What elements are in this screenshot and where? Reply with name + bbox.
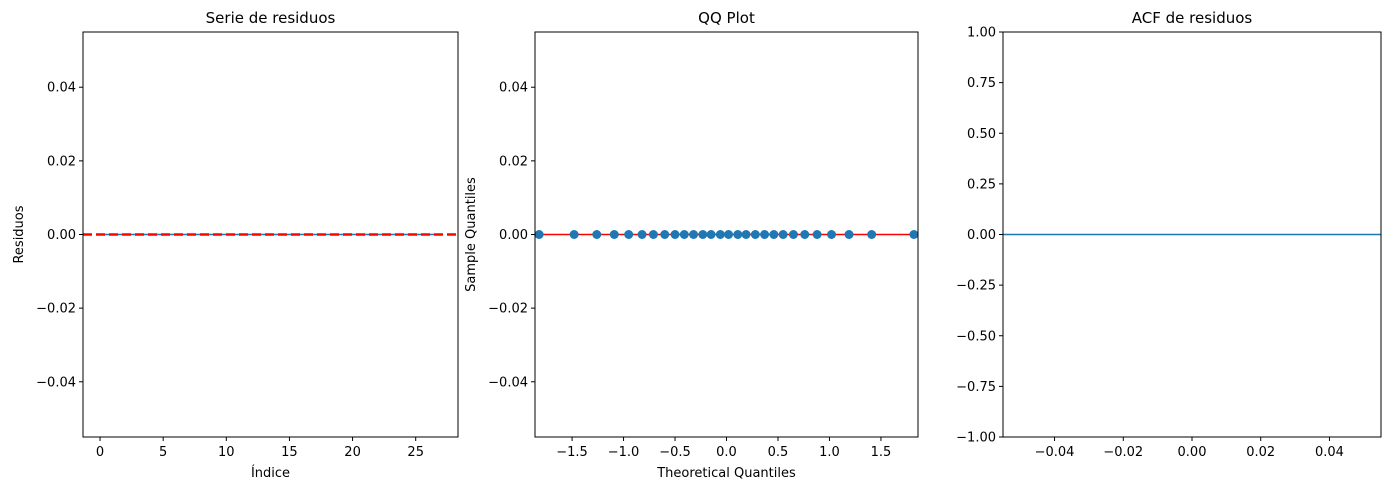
qq-point [741,230,751,239]
subplot-1: 0 5 10 15 20 25 −0.04 −0.02 0.00 0.02 0.04 Serie de… [12,9,459,481]
y-tick-label: −0.02 [36,302,76,317]
qq-point [733,230,743,239]
y-tick-label: 0.25 [967,177,996,192]
x-tick-label: 5 [159,445,167,460]
qq-point [592,230,602,239]
x-tick-label: 25 [407,445,424,460]
y-tick-label: 0.00 [499,228,528,243]
qq-point [670,230,680,239]
x-tick-label: 0.02 [1246,445,1275,460]
y-tick-label: −0.04 [488,375,528,390]
qq-point [698,230,708,239]
y-tick-label: 0.02 [499,154,528,169]
chart-title: QQ Plot [698,9,755,27]
qq-point [844,230,854,239]
x-tick-label: 1.5 [871,445,892,460]
y-tick-label: 0.02 [47,154,76,169]
qq-point [827,230,837,239]
y-tick-label: −0.75 [956,380,996,395]
qq-point [660,230,670,239]
qq-point [637,230,647,239]
x-axis-label: Índice [251,465,290,481]
y-axis-label: Sample Quantiles [464,177,479,292]
y-tick-label: 0.00 [967,228,996,243]
y-tick-label: 0.75 [967,76,996,91]
qq-point [679,230,689,239]
qq-point [535,230,544,239]
qq-point [778,230,788,239]
qq-point [624,230,634,239]
subplot-2: −1.5 −1.0 −0.5 0.0 0.5 1.0 1.5 −0.04 −0.02 0.00 0.… [464,9,919,481]
x-tick-label: 0.04 [1315,445,1344,460]
x-tick-label: 0 [96,445,104,460]
x-tick-label: −0.02 [1103,445,1143,460]
x-tick-label: 0.00 [1178,445,1207,460]
qq-point [909,230,918,239]
qq-point [706,230,716,239]
y-tick-label: 0.04 [499,81,528,96]
subplot-3: −0.04 −0.02 0.00 0.02 0.04 −1.00 −0.75 −0.50 −0.… [956,9,1382,460]
x-tick-label: −1.5 [556,445,588,460]
qq-point [648,230,658,239]
qq-point [867,230,877,239]
x-axis-label: Theoretical Quantiles [656,466,796,481]
x-tick-label: 0.0 [716,445,737,460]
chart-title: ACF de residuos [1132,9,1253,27]
x-tick-label: −0.5 [659,445,691,460]
qq-point [788,230,798,239]
qq-point [609,230,619,239]
y-tick-label: 0.00 [47,228,76,243]
x-tick-label: 0.5 [768,445,789,460]
y-tick-label: −0.04 [36,375,76,390]
y-tick-label: −0.50 [956,329,996,344]
y-tick-label: −1.00 [956,431,996,446]
qq-point [750,230,760,239]
y-tick-label: 1.00 [967,26,996,41]
x-tick-label: 10 [218,445,235,460]
qq-point [715,230,725,239]
y-tick-label: 0.04 [47,81,76,96]
qq-point [769,230,779,239]
x-tick-label: −0.04 [1035,445,1075,460]
y-tick-label: 0.50 [967,127,996,142]
y-tick-label: −0.25 [956,279,996,294]
y-tick-label: −0.02 [488,302,528,317]
qq-point [812,230,822,239]
qq-point [760,230,770,239]
qq-point [800,230,810,239]
qq-point [569,230,579,239]
qq-point [724,230,734,239]
y-axis-label: Residuos [12,205,27,263]
x-tick-label: 20 [344,445,361,460]
plot-area [535,230,918,239]
x-tick-label: 15 [281,445,298,460]
chart-title: Serie de residuos [206,9,336,27]
x-tick-label: −1.0 [608,445,640,460]
x-tick-label: 1.0 [819,445,840,460]
qq-point [689,230,699,239]
